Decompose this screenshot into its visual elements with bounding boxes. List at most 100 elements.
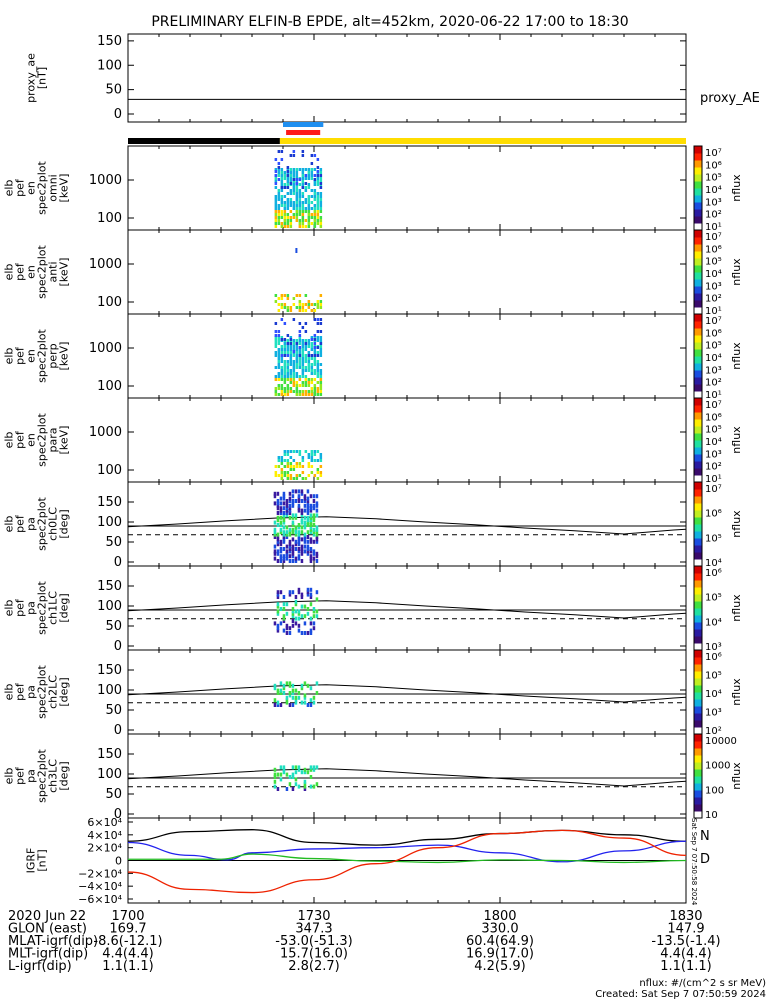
spec-panel-0-pixel: [316, 219, 320, 222]
spec-panel-0-pixel: [310, 207, 314, 210]
pa-panel-0-pixel: [312, 515, 316, 520]
spec-panel-0-pixel: [280, 204, 284, 207]
spec-panel-2-pixel: [295, 354, 299, 357]
pa-panel-0-pixel: [288, 539, 292, 544]
spec-panel-2-pixel: [274, 390, 278, 393]
pa-panel-2-pixel: [300, 683, 304, 688]
spec-panel-2-pixel: [292, 350, 296, 353]
pa-panel-1-ytick-label: 0: [114, 639, 122, 654]
spec-panel-1-pixel: [319, 294, 323, 297]
spec-panel-2-pixel: [283, 381, 287, 384]
pa-panel-1-ylabel-line: elb: [3, 600, 16, 617]
pa-panel-1-pixel: [282, 628, 286, 633]
pa-panel-0-colorbar-segment: [694, 545, 702, 553]
spec-panel-2-pixel: [298, 378, 302, 381]
spec-panel-1-pixel: [298, 303, 302, 306]
spec-panel-0-pixel: [301, 180, 305, 183]
spec-panel-1-pixel: [280, 297, 284, 300]
spec-panel-0-pixel: [292, 207, 296, 210]
spec-panel-3-pixel: [310, 456, 314, 459]
spec-panel-2-pixel: [286, 345, 290, 348]
spec-panel-3-pixel: [298, 450, 302, 453]
pa-panel-0-colorbar-segment: [694, 524, 702, 532]
spec-panel-2-pixel: [286, 372, 290, 375]
pa-panel-2-loss-cone-line: [127, 684, 687, 703]
spec-panel-1-colorbar-segment: [694, 272, 702, 280]
pa-panel-3-colorbar-segment: [694, 790, 702, 798]
spec-panel-3-pixel: [286, 453, 290, 456]
spec-panel-0-pixel: [280, 189, 284, 192]
spec-panel-2-pixel: [283, 390, 287, 393]
spec-panel-3-colorbar-segment: [694, 461, 702, 469]
spec-panel-1-pixel: [280, 303, 284, 306]
spec-panel-0-colorbar-segment: [694, 174, 702, 182]
spec-panel-3-colorbar-tick: 10⁷: [705, 400, 722, 411]
spec-panel-0-pixel: [286, 177, 290, 180]
spec-panel-2-pixel: [310, 338, 314, 341]
pa-panel-3-pixel: [279, 765, 283, 770]
spec-panel-2-pixel: [304, 381, 308, 384]
spec-panel-0-pixel: [316, 213, 320, 216]
spec-panel-2-pixel: [274, 334, 278, 337]
spec-panel-3-colorbar-segment: [694, 433, 702, 441]
pa-panel-3-colorbar-tick: 10: [705, 810, 718, 821]
pa-panel-3-pixel: [297, 765, 301, 770]
spec-panel-0-pixel: [289, 171, 293, 174]
spec-panel-0-pixel: [301, 216, 305, 219]
pa-panel-1-pixel: [297, 623, 301, 628]
spec-panel-3-colorbar-segment: [694, 447, 702, 455]
spec-panel-0-pixel: [274, 198, 278, 201]
footer-row-value: 60.4(64.9): [466, 934, 534, 949]
spec-panel-2-pixel: [274, 354, 278, 357]
spec-panel-1-pixel: [283, 294, 287, 297]
pa-panel-0-pixel: [294, 547, 298, 551]
spec-panel-2-pixel: [277, 334, 281, 337]
spec-panel-2-pixel: [298, 393, 302, 396]
pa-panel-2-colorbar-segment: [694, 650, 702, 658]
spec-panel-0-pixel: [274, 219, 278, 222]
pa-panel-2-pixel: [276, 691, 280, 695]
pa-panel-0-pixel: [294, 515, 298, 520]
pa-panel-0-pixel: [291, 549, 295, 554]
spec-panel-0-pixel: [307, 219, 311, 222]
pa-panel-0-pixel: [312, 523, 316, 527]
spec-panel-0-pixel: [292, 186, 296, 189]
pa-panel-1-pixel: [276, 611, 280, 616]
spec-panel-2-pixel: [286, 384, 290, 387]
pa-panel-3-colorbar-tick: 1000: [705, 761, 730, 772]
spec-panel-0-ylabel-line: en: [25, 181, 38, 195]
pa-panel-2-ylabel-line: elb: [3, 684, 16, 701]
spec-panel-2-pixel: [292, 366, 296, 369]
spec-panel-2-pixel: [301, 369, 305, 372]
spec-panel-2-pixel: [319, 390, 323, 393]
spec-panel-3-colorbar-segment: [694, 412, 702, 420]
spec-panel-1-colorbar-tick: 10⁷: [705, 232, 722, 243]
pa-panel-0-pixel: [279, 539, 283, 544]
spec-panel-2-colorbar-segment: [694, 335, 702, 343]
spec-panel-1-ytick-label: 100: [97, 295, 122, 310]
pa-panel-0-pixel: [279, 506, 283, 511]
pa-panel-2-colorbar-segment: [694, 706, 702, 714]
igrf-legend-n: N: [700, 829, 710, 844]
pa-panel-3-pixel: [291, 787, 295, 791]
spec-panel-2-pixel: [304, 339, 308, 342]
pa-panel-1-pixel: [276, 590, 280, 595]
spec-panel-0-pixel: [301, 186, 305, 189]
pa-panel-1-pixel: [312, 609, 316, 614]
pa-panel-0-pixel: [291, 489, 295, 494]
spec-panel-2-pixel: [298, 384, 302, 387]
pa-panel-0-pixel: [279, 547, 283, 551]
spec-panel-0-pixel: [274, 170, 278, 173]
ae-ytick-label: 50: [105, 83, 122, 98]
spec-panel-0-pixel: [280, 158, 284, 161]
pa-panel-2-pixel: [306, 703, 310, 707]
spec-panel-1-pixel: [313, 303, 317, 306]
pa-panel-2-ytick-label: 100: [97, 683, 122, 698]
pa-panel-0-pixel: [282, 532, 286, 537]
pa-panel-0-pixel: [282, 501, 286, 506]
spec-panel-0-pixel: [283, 201, 287, 204]
pa-panel-0-pixel: [288, 542, 292, 547]
spec-panel-2-pixel: [298, 339, 302, 342]
spec-panel-0-pixel: [316, 195, 320, 198]
spec-panel-2-pixel: [286, 366, 290, 369]
